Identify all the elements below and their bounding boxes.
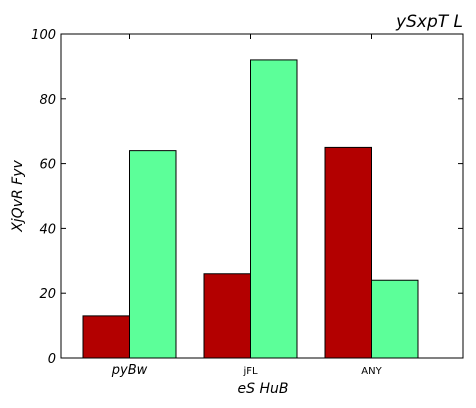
bar-jFL-series-1: [203, 273, 251, 359]
bar-ANY-series-2: [371, 279, 419, 359]
plot-area: pyBw jFL ANY 0 20 40 60 80 100: [31, 28, 464, 378]
chart-title: ySxpT L: [395, 12, 463, 32]
x-tick-label-pyBw: pyBw: [111, 363, 148, 378]
y-tick-label-0: 0: [48, 352, 56, 367]
plot-frame: [60, 33, 464, 359]
y-axis-label: XjQvR Fyv: [10, 159, 26, 232]
bar-pyBw-series-2: [129, 150, 177, 359]
bar-jFL-series-2: [250, 59, 298, 359]
y-tick-label-60: 60: [39, 158, 56, 173]
x-axis-label: eS HuB: [238, 381, 289, 397]
y-tick-label-20: 20: [39, 287, 56, 302]
x-tick-label-ANY: ANY: [361, 366, 382, 377]
y-tick-label-80: 80: [39, 93, 56, 108]
y-tick-label-40: 40: [39, 222, 56, 237]
y-tick-label-100: 100: [31, 28, 56, 43]
x-tick-label-jFL: jFL: [242, 366, 258, 377]
bar-pyBw-series-1: [82, 315, 130, 359]
bar-ANY-series-1: [324, 146, 372, 359]
